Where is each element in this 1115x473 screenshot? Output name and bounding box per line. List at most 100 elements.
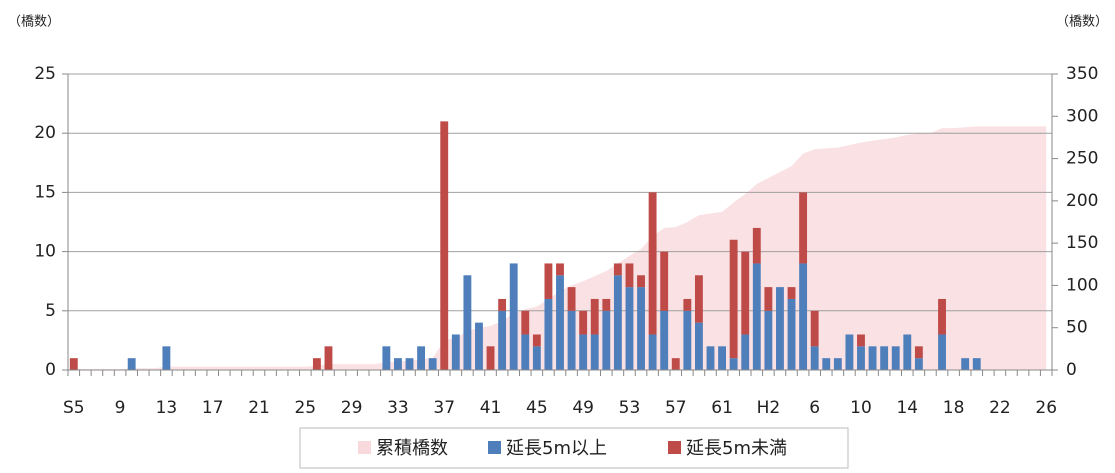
bar xyxy=(127,358,136,370)
bar xyxy=(590,298,599,335)
bar xyxy=(312,358,321,370)
bar xyxy=(405,358,414,370)
bar xyxy=(938,298,946,335)
legend-swatch xyxy=(358,441,371,454)
bar xyxy=(498,298,507,311)
bar xyxy=(764,310,773,370)
bar xyxy=(602,298,611,311)
bar xyxy=(938,334,946,370)
x-tick-label: 53 xyxy=(619,398,641,418)
legend-box xyxy=(299,427,849,469)
bar xyxy=(579,310,588,335)
bar xyxy=(799,263,808,370)
bar xyxy=(521,334,530,370)
x-tick-label: 14 xyxy=(896,398,918,418)
bar xyxy=(590,334,599,370)
x-tick-label: 9 xyxy=(115,398,126,418)
bar xyxy=(671,358,680,370)
bar xyxy=(914,346,923,359)
bar xyxy=(69,358,78,370)
bar xyxy=(810,310,819,347)
bar xyxy=(486,346,495,370)
x-tick-label: 25 xyxy=(294,398,316,418)
y-tick-label: 15 xyxy=(34,182,56,202)
bar xyxy=(475,322,483,370)
bar xyxy=(972,358,981,370)
bar xyxy=(845,334,854,370)
y-tick-label: 0 xyxy=(45,360,56,380)
bar xyxy=(625,287,634,370)
x-tick-label: 21 xyxy=(248,398,270,418)
x-tick-label: 45 xyxy=(526,398,548,418)
bar xyxy=(567,287,576,311)
legend-label: 延長5m未満 xyxy=(686,438,787,459)
bar xyxy=(706,346,715,370)
y2-tick-label: 100 xyxy=(1066,275,1098,295)
bar xyxy=(729,358,738,370)
y-tick-label: 20 xyxy=(34,123,56,143)
bar xyxy=(521,310,530,335)
bar xyxy=(961,358,970,370)
bar xyxy=(544,263,553,299)
bar xyxy=(613,275,622,370)
bar xyxy=(799,192,808,264)
bar xyxy=(509,263,518,370)
bar xyxy=(683,310,692,370)
bar xyxy=(868,346,877,370)
legend-label: 延長5m以上 xyxy=(506,438,607,459)
x-tick-label: 17 xyxy=(202,398,224,418)
bar xyxy=(729,239,738,359)
y-tick-label: 10 xyxy=(34,242,56,262)
bar xyxy=(162,346,171,370)
bar xyxy=(613,263,622,276)
bar xyxy=(741,251,750,335)
legend-swatch xyxy=(488,441,501,454)
legend-label: 累積橋数 xyxy=(376,438,448,459)
bar xyxy=(393,358,402,370)
y-axis-label: （橋数） xyxy=(8,15,60,30)
bar xyxy=(752,227,761,264)
bar xyxy=(602,310,611,370)
bar xyxy=(752,263,761,370)
bar xyxy=(660,251,669,311)
x-tick-label: 13 xyxy=(156,398,178,418)
bar xyxy=(556,275,564,370)
bar xyxy=(694,322,703,370)
bar xyxy=(532,334,541,347)
bar xyxy=(417,346,426,370)
y2-tick-label: 200 xyxy=(1066,191,1098,211)
bar xyxy=(637,275,645,288)
y2-tick-label: 350 xyxy=(1066,64,1098,84)
bar xyxy=(648,192,657,335)
bar xyxy=(556,263,564,276)
y-tick-label: 5 xyxy=(45,301,56,321)
bar xyxy=(891,346,900,370)
bar xyxy=(776,287,784,370)
x-tick-label: 49 xyxy=(572,398,594,418)
bar xyxy=(683,298,692,311)
x-tick-label: 29 xyxy=(341,398,363,418)
bar xyxy=(741,334,750,370)
x-tick-label: H2 xyxy=(757,398,781,418)
bar xyxy=(498,310,507,370)
y-tick-label: 25 xyxy=(34,64,56,84)
bar xyxy=(579,334,588,370)
bar xyxy=(625,263,634,288)
legend-swatch xyxy=(668,441,681,454)
bar xyxy=(857,346,865,370)
x-tick-label: 41 xyxy=(480,398,502,418)
bar xyxy=(718,346,727,370)
bar xyxy=(880,346,889,370)
bar xyxy=(787,287,796,299)
x-tick-label: 26 xyxy=(1035,398,1057,418)
bar xyxy=(567,310,576,370)
bar xyxy=(428,358,437,370)
bar xyxy=(440,121,449,370)
bar xyxy=(648,334,657,370)
y2-tick-label: 50 xyxy=(1066,318,1088,338)
x-tick-label: 22 xyxy=(989,398,1011,418)
y2-tick-label: 0 xyxy=(1066,360,1077,380)
bar xyxy=(544,298,553,370)
bar xyxy=(914,358,923,370)
bar xyxy=(660,310,669,370)
